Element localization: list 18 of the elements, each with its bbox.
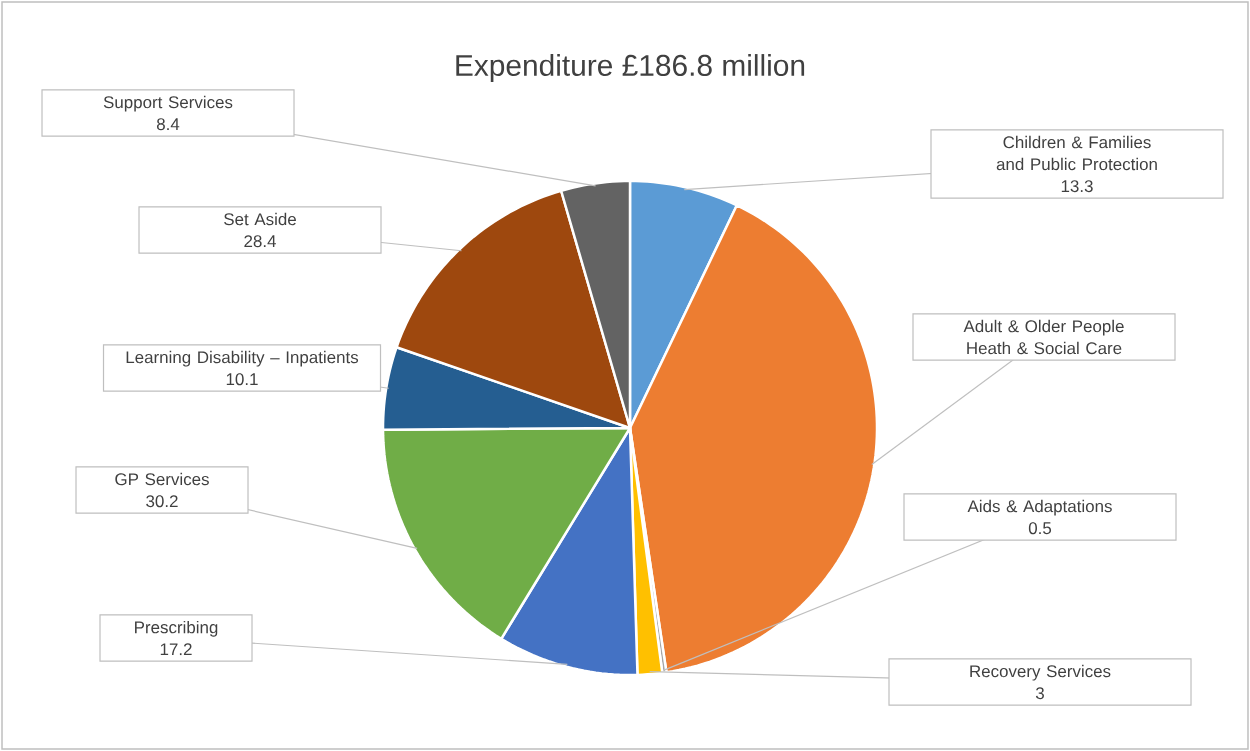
slice-label: Recovery Services: [970, 664, 1111, 681]
data-label: 30.2: [146, 495, 178, 508]
data-label: 10.1: [226, 373, 258, 386]
slice-label: Learning Disability – Inpatients: [126, 350, 359, 367]
data-label: 28.4: [244, 235, 276, 248]
slice-label: Children & Families and Public Protection: [996, 135, 1157, 171]
slice-label: Support Services: [103, 95, 233, 112]
data-label: 13.3: [1061, 180, 1093, 193]
slice-label: Set Aside: [224, 212, 296, 226]
data-label: 17.2: [160, 643, 192, 656]
data-label: 0.5: [1028, 522, 1052, 535]
slice-label: Aids & Adaptations: [967, 499, 1112, 516]
slice-label: Adult & Older People Heath & Social Care: [963, 319, 1124, 355]
data-label: 3: [1035, 687, 1044, 700]
chart-title: Expenditure £186.8 million: [456, 54, 805, 82]
data-label: 8.4: [156, 118, 180, 131]
slice-label: Prescribing: [135, 620, 218, 637]
slice-label: GP Services: [115, 472, 209, 486]
